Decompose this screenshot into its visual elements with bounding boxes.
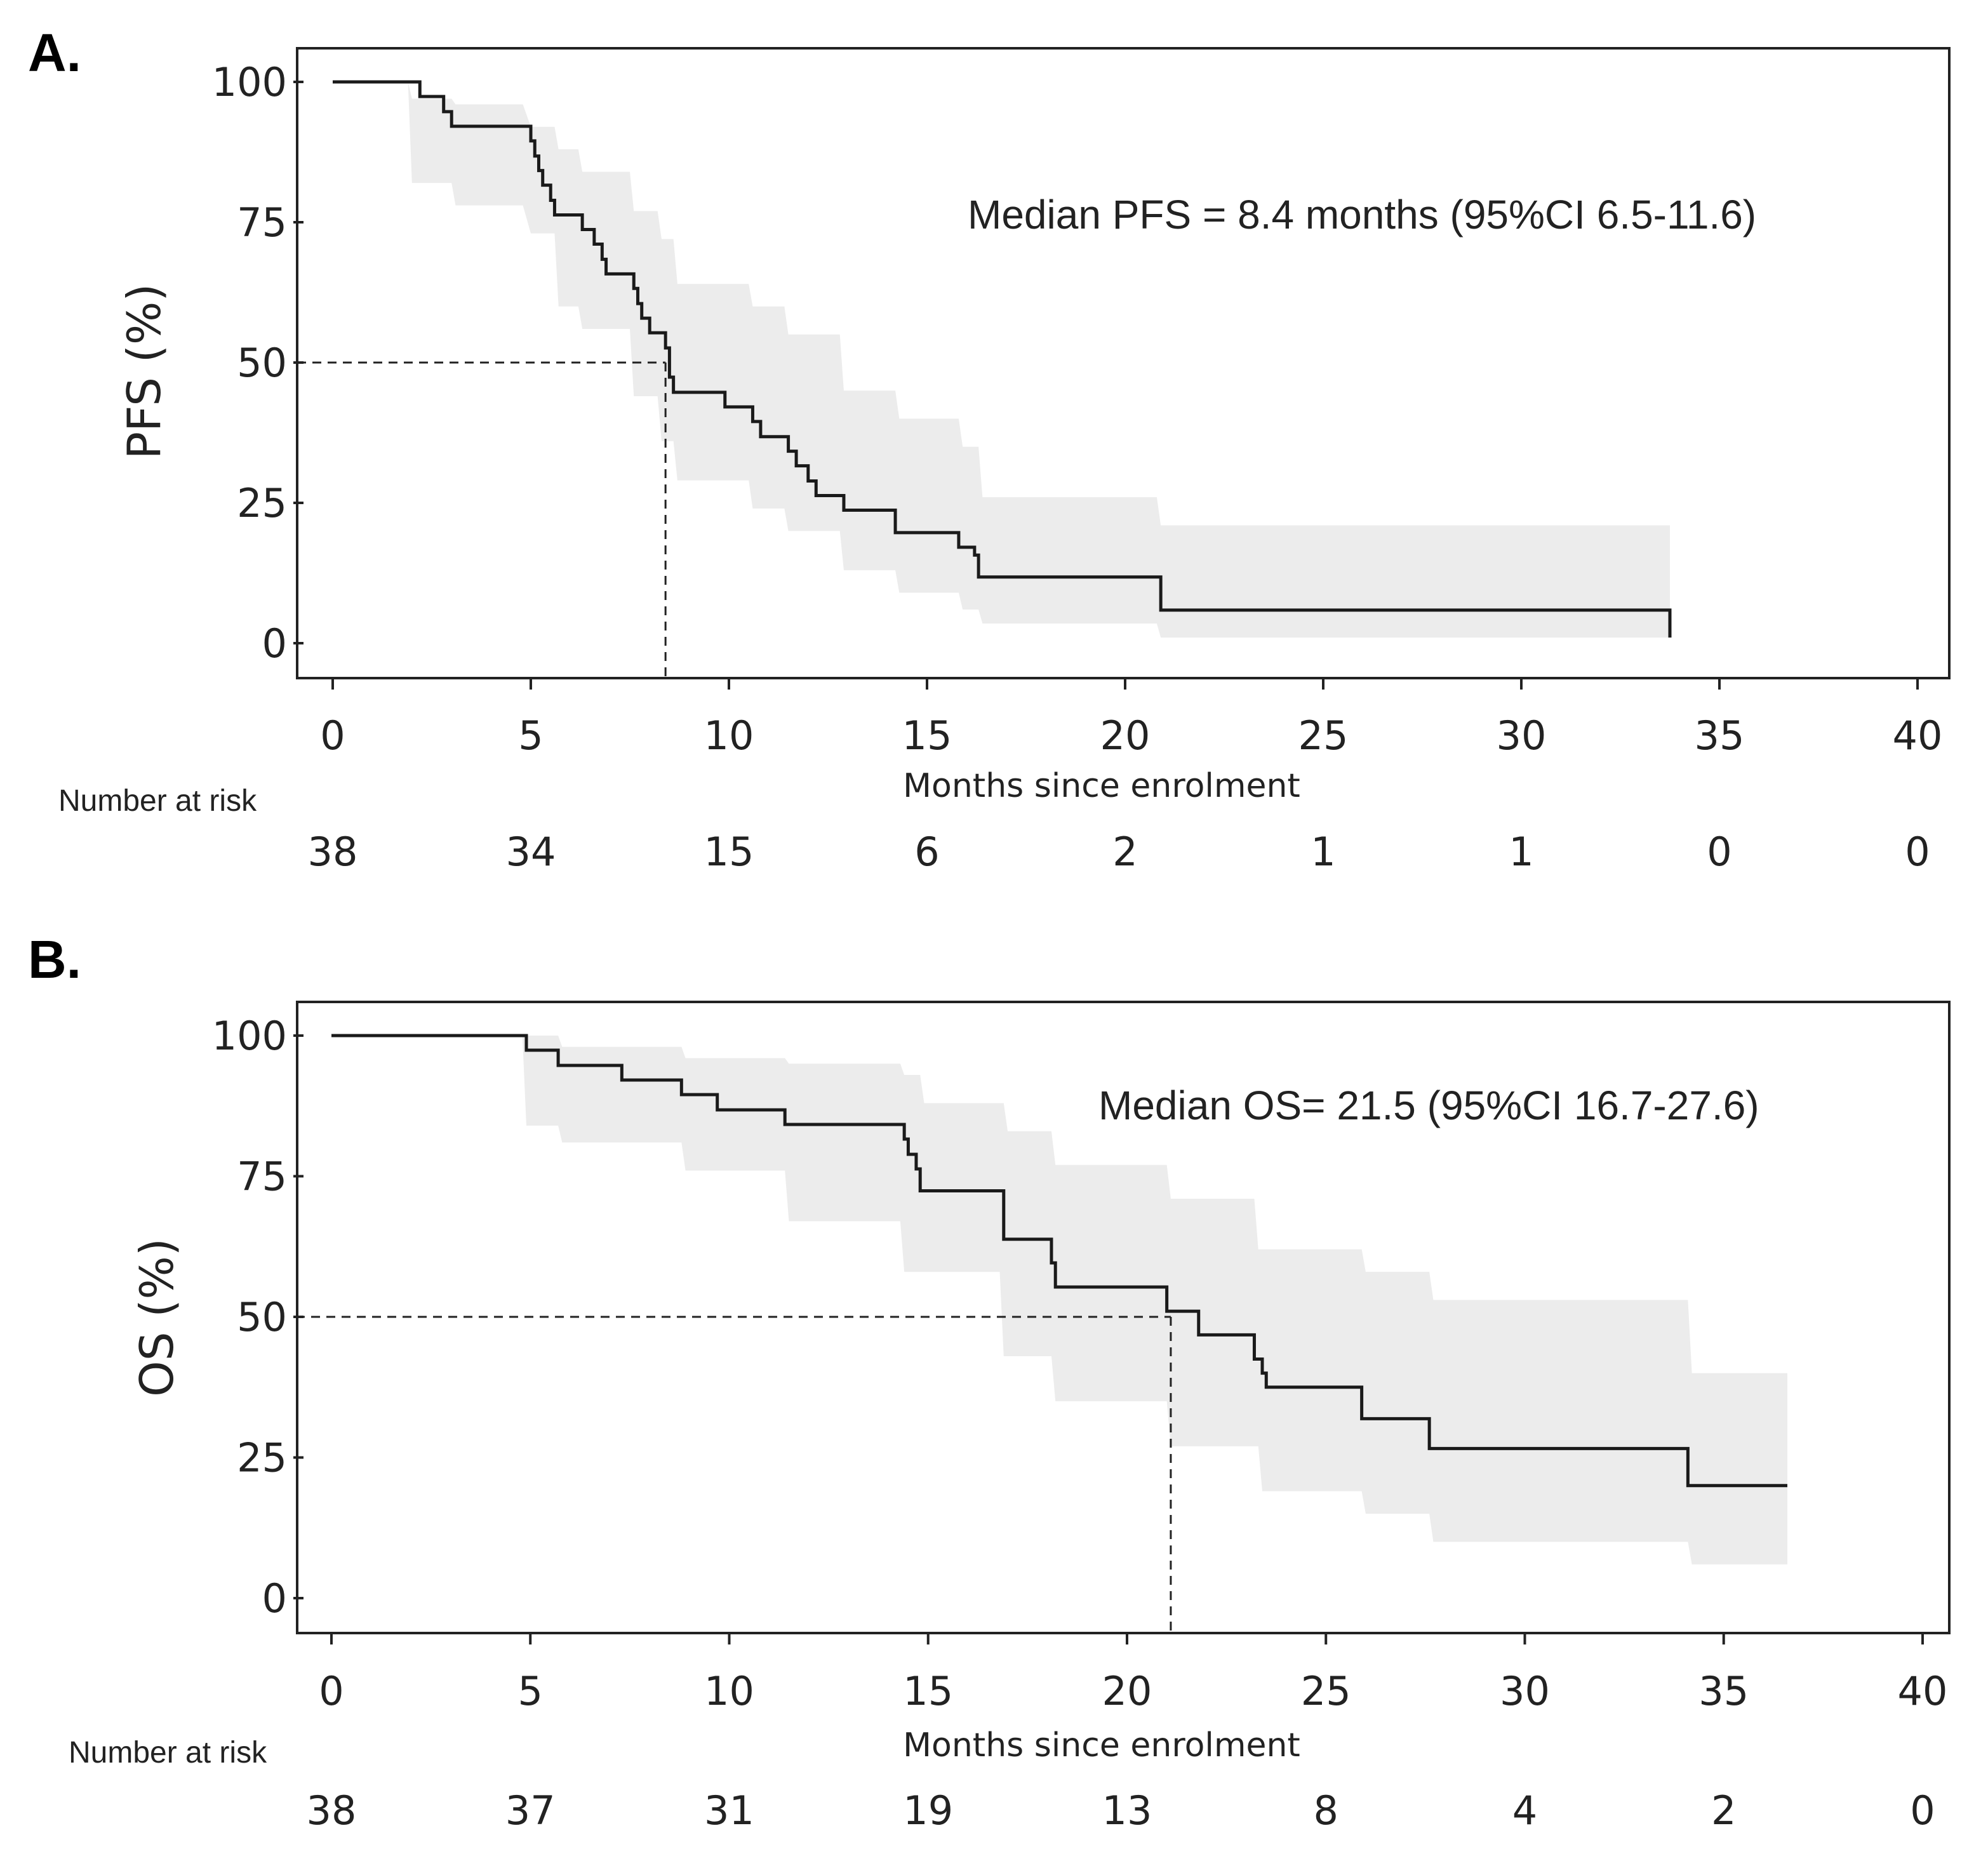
median-guide-b xyxy=(296,1316,1172,1633)
km-curve-a xyxy=(333,80,1672,638)
x-tick-label: 15 xyxy=(902,712,952,759)
ci-band-polygon xyxy=(333,82,1670,638)
y-axis-b: 0 25 50 75 100 xyxy=(212,1013,304,1622)
y-axis-title-a: PFS (%) xyxy=(117,284,171,460)
y-tick-label: 50 xyxy=(237,340,287,386)
y-axis-title-b: OS (%) xyxy=(130,1238,183,1397)
ci-band-a xyxy=(333,82,1670,638)
risk-count: 0 xyxy=(1910,1787,1935,1834)
y-tick-label: 100 xyxy=(212,1013,287,1059)
ci-band-polygon xyxy=(331,1036,1787,1564)
x-tick-label: 30 xyxy=(1500,1668,1550,1714)
x-tick-label: 0 xyxy=(320,712,345,759)
risk-count: 2 xyxy=(1711,1787,1736,1834)
x-tick-label: 20 xyxy=(1100,712,1151,759)
risk-title-a: Number at risk xyxy=(58,784,257,818)
km-curve-b xyxy=(331,1034,1787,1488)
risk-count: 2 xyxy=(1112,829,1137,875)
risk-count: 34 xyxy=(506,829,556,875)
survival-curve xyxy=(333,80,1672,638)
survival-curve xyxy=(331,1034,1787,1488)
x-tick-label: 40 xyxy=(1893,712,1943,759)
y-axis-a: 0 25 50 75 100 xyxy=(212,59,304,667)
risk-count: 4 xyxy=(1512,1787,1537,1834)
number-at-risk-b: 38 37 31 19 13 8 4 2 0 xyxy=(307,1787,1935,1834)
y-tick-label: 50 xyxy=(237,1294,287,1340)
y-tick-label: 25 xyxy=(237,1435,287,1481)
number-at-risk-a: 38 34 15 6 2 1 1 0 0 xyxy=(308,829,1930,875)
x-tick-label: 25 xyxy=(1298,712,1349,759)
y-tick-label: 25 xyxy=(237,480,287,526)
x-tick-label: 35 xyxy=(1695,712,1745,759)
y-tick-label: 100 xyxy=(212,59,287,105)
x-tick-label: 10 xyxy=(704,712,754,759)
risk-count: 13 xyxy=(1102,1787,1152,1834)
x-tick-label: 15 xyxy=(903,1668,953,1714)
risk-count: 8 xyxy=(1314,1787,1338,1834)
x-tick-label: 5 xyxy=(518,1668,543,1714)
x-tick-label: 10 xyxy=(704,1668,754,1714)
median-guide-a xyxy=(297,361,667,678)
risk-count: 15 xyxy=(704,829,754,875)
y-tick-label: 0 xyxy=(262,620,287,667)
risk-title-b: Number at risk xyxy=(69,1736,267,1770)
panel-label-a: A. xyxy=(28,23,81,83)
x-tick-label: 0 xyxy=(319,1668,344,1714)
risk-count: 31 xyxy=(704,1787,754,1834)
ci-band-b xyxy=(331,1036,1787,1564)
median-annotation-a: Median PFS = 8.4 months (95%CI 6.5-11.6) xyxy=(968,192,1756,237)
panel-label-b: B. xyxy=(28,930,81,989)
risk-count: 38 xyxy=(307,1787,357,1834)
risk-count: 1 xyxy=(1311,829,1335,875)
risk-count: 0 xyxy=(1905,829,1930,875)
risk-count: 1 xyxy=(1509,829,1533,875)
x-tick-label: 20 xyxy=(1102,1668,1152,1714)
y-tick-label: 75 xyxy=(237,1154,287,1200)
x-tick-label: 35 xyxy=(1698,1668,1749,1714)
y-tick-label: 0 xyxy=(262,1575,287,1622)
x-tick-label: 5 xyxy=(518,712,543,759)
x-axis-a: 0 5 10 15 20 25 30 35 40 xyxy=(320,679,1942,759)
x-tick-label: 25 xyxy=(1301,1668,1351,1714)
x-axis-title-a: Months since enrolment xyxy=(903,767,1300,805)
x-tick-label: 30 xyxy=(1497,712,1547,759)
x-tick-label: 40 xyxy=(1898,1668,1948,1714)
x-axis-title-b: Months since enrolment xyxy=(903,1726,1300,1764)
x-axis-b: 0 5 10 15 20 25 30 35 40 xyxy=(319,1634,1947,1714)
risk-count: 19 xyxy=(903,1787,953,1834)
median-annotation-b: Median OS= 21.5 (95%CI 16.7-27.6) xyxy=(1098,1083,1759,1128)
risk-count: 38 xyxy=(308,829,358,875)
y-tick-label: 75 xyxy=(237,199,287,246)
risk-count: 0 xyxy=(1707,829,1731,875)
risk-count: 37 xyxy=(505,1787,556,1834)
risk-count: 6 xyxy=(914,829,939,875)
